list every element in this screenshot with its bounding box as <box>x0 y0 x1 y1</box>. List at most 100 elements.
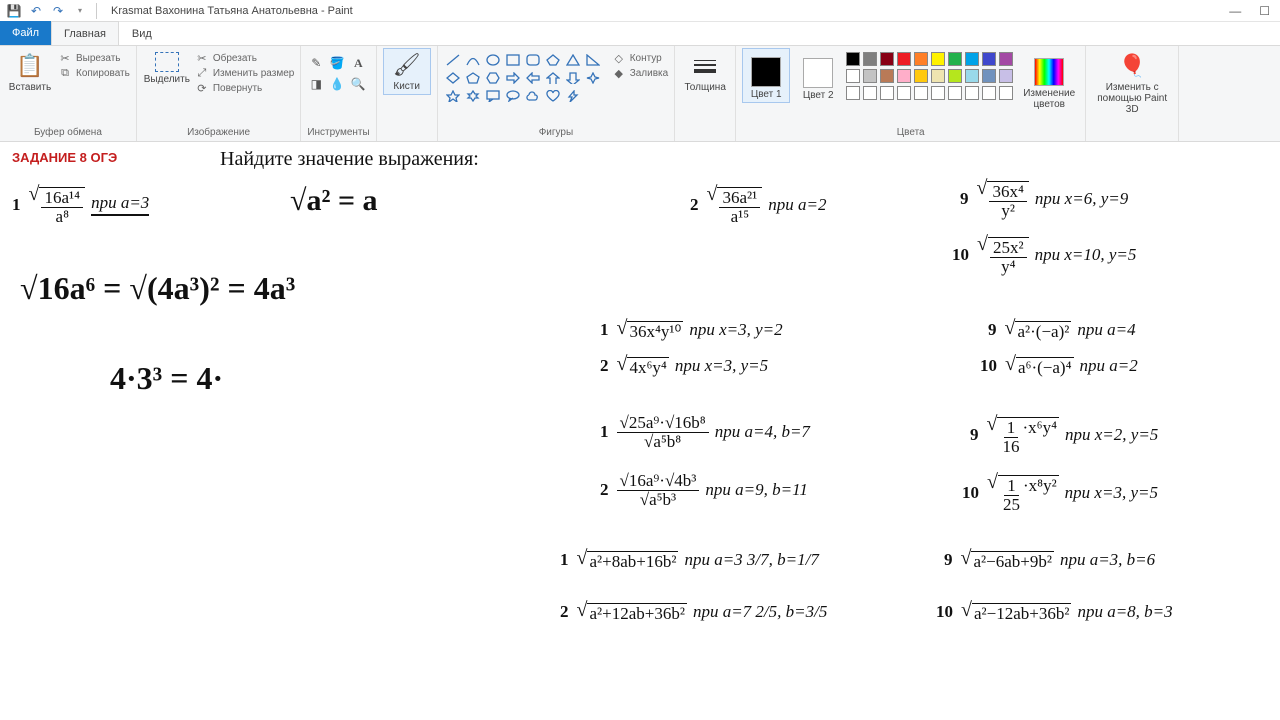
problem-1-1: 1 √16a¹⁴a⁸ при a=3 <box>12 184 149 226</box>
palette-color[interactable] <box>948 69 962 83</box>
paint3d-button[interactable]: 🎈 Изменить с помощью Paint 3D <box>1092 48 1172 115</box>
color1-button[interactable]: Цвет 1 <box>742 48 790 103</box>
palette-color[interactable] <box>880 52 894 66</box>
problem-9-1: 9 √36x⁴y² при x=6, y=9 <box>960 178 1128 220</box>
shape-hexagon[interactable] <box>484 70 502 86</box>
palette-color[interactable] <box>965 69 979 83</box>
palette-color[interactable] <box>931 69 945 83</box>
copy-button[interactable]: ⧉Копировать <box>58 67 130 80</box>
palette-color[interactable] <box>982 52 996 66</box>
palette-color[interactable] <box>914 52 928 66</box>
shape-star6[interactable] <box>464 88 482 104</box>
shape-callout-cloud[interactable] <box>524 88 542 104</box>
palette-color[interactable] <box>897 69 911 83</box>
home-tab[interactable]: Главная <box>51 21 119 45</box>
redo-button[interactable]: ↷ <box>48 1 68 21</box>
palette-color[interactable] <box>880 86 894 100</box>
shapes-gallery[interactable] <box>444 48 602 104</box>
eraser-tool[interactable]: ◨ <box>307 75 325 93</box>
palette-color[interactable] <box>965 52 979 66</box>
shape-oval[interactable] <box>484 52 502 68</box>
palette-color[interactable] <box>897 86 911 100</box>
expr: 36x⁴y¹⁰ <box>627 321 683 342</box>
pencil-tool[interactable]: ✎ <box>307 54 325 72</box>
shape-polygon[interactable] <box>544 52 562 68</box>
shape-rtriangle[interactable] <box>584 52 602 68</box>
undo-button[interactable]: ↶ <box>26 1 46 21</box>
shape-arrow-u[interactable] <box>544 70 562 86</box>
fill-tool[interactable]: 🪣 <box>328 54 346 72</box>
palette-color[interactable] <box>914 69 928 83</box>
magnifier-tool[interactable]: 🔍 <box>349 75 367 93</box>
color2-button[interactable]: Цвет 2 <box>794 48 842 101</box>
shape-arrow-d[interactable] <box>564 70 582 86</box>
maximize-button[interactable]: ☐ <box>1259 4 1270 18</box>
brushes-button[interactable]: 🖌 Кисти <box>383 48 431 95</box>
palette-color[interactable] <box>846 52 860 66</box>
text-tool[interactable]: A <box>349 54 367 72</box>
palette-color[interactable] <box>863 69 877 83</box>
save-button[interactable]: 💾 <box>4 1 24 21</box>
picker-tool[interactable]: 💧 <box>328 75 346 93</box>
color2-label: Цвет 2 <box>803 90 834 101</box>
resize-button[interactable]: ⤢Изменить размер <box>195 67 294 80</box>
problem-number: 1 <box>12 195 21 215</box>
palette-color[interactable] <box>863 86 877 100</box>
palette-color[interactable] <box>982 69 996 83</box>
fill-icon: ◆ <box>612 67 626 80</box>
shape-star4[interactable] <box>584 70 602 86</box>
edit-colors-button[interactable]: Изменение цветов <box>1019 48 1079 110</box>
palette-color[interactable] <box>948 86 962 100</box>
paste-button[interactable]: 📋 Вставить <box>6 48 54 93</box>
palette-color[interactable] <box>982 86 996 100</box>
qat-dropdown[interactable]: ▾ <box>70 1 90 21</box>
shape-arrow-r[interactable] <box>504 70 522 86</box>
cut-button[interactable]: ✂Вырезать <box>58 52 130 65</box>
outline-button[interactable]: ◇Контур <box>612 52 669 65</box>
palette-color[interactable] <box>897 52 911 66</box>
palette-color[interactable] <box>931 52 945 66</box>
shape-pentagon[interactable] <box>464 70 482 86</box>
color-palette[interactable] <box>846 48 1015 102</box>
shape-triangle[interactable] <box>564 52 582 68</box>
shape-heart[interactable] <box>544 88 562 104</box>
condition: при x=3, y=5 <box>1065 483 1158 503</box>
palette-color[interactable] <box>880 69 894 83</box>
minimize-button[interactable]: — <box>1229 4 1241 18</box>
palette-color[interactable] <box>863 52 877 66</box>
palette-color[interactable] <box>914 86 928 100</box>
expr: ·x⁶y⁴ <box>1022 418 1057 437</box>
palette-color[interactable] <box>846 69 860 83</box>
expr: a⁸ <box>53 208 72 226</box>
fill-button[interactable]: ◆Заливка <box>612 67 669 80</box>
palette-color[interactable] <box>999 52 1013 66</box>
rotate-button[interactable]: ⟳Повернуть <box>195 82 294 95</box>
shape-arrow-l[interactable] <box>524 70 542 86</box>
shape-star5[interactable] <box>444 88 462 104</box>
shape-roundrect[interactable] <box>524 52 542 68</box>
shape-rect[interactable] <box>504 52 522 68</box>
palette-color[interactable] <box>948 52 962 66</box>
palette-color[interactable] <box>965 86 979 100</box>
view-tab[interactable]: Вид <box>119 21 165 45</box>
shape-line[interactable] <box>444 52 462 68</box>
shape-curve[interactable] <box>464 52 482 68</box>
problem-1-4: 1 √a²+8ab+16b² при a=3 3/7, b=1/7 <box>560 548 819 572</box>
paint-canvas[interactable]: ЗАДАНИЕ 8 ОГЭ Найдите значение выражения… <box>0 142 1280 720</box>
shape-callout-oval[interactable] <box>504 88 522 104</box>
shape-diamond[interactable] <box>444 70 462 86</box>
crop-button[interactable]: ✂Обрезать <box>195 52 294 65</box>
palette-color[interactable] <box>999 86 1013 100</box>
problem-10-3: 10 √125·x⁸y² при x=3, y=5 <box>962 472 1158 514</box>
palette-color[interactable] <box>999 69 1013 83</box>
palette-color[interactable] <box>846 86 860 100</box>
select-button[interactable]: Выделить <box>143 48 191 85</box>
shape-callout-rect[interactable] <box>484 88 502 104</box>
file-tab[interactable]: Файл <box>0 21 51 45</box>
expr: 16 <box>999 438 1022 456</box>
shape-lightning[interactable] <box>564 88 582 104</box>
image-group-label: Изображение <box>143 125 294 141</box>
palette-color[interactable] <box>931 86 945 100</box>
problem-10-2: 10 √a⁶·(−a)⁴ при a=2 <box>980 354 1138 378</box>
size-button[interactable]: Толщина <box>681 48 729 93</box>
